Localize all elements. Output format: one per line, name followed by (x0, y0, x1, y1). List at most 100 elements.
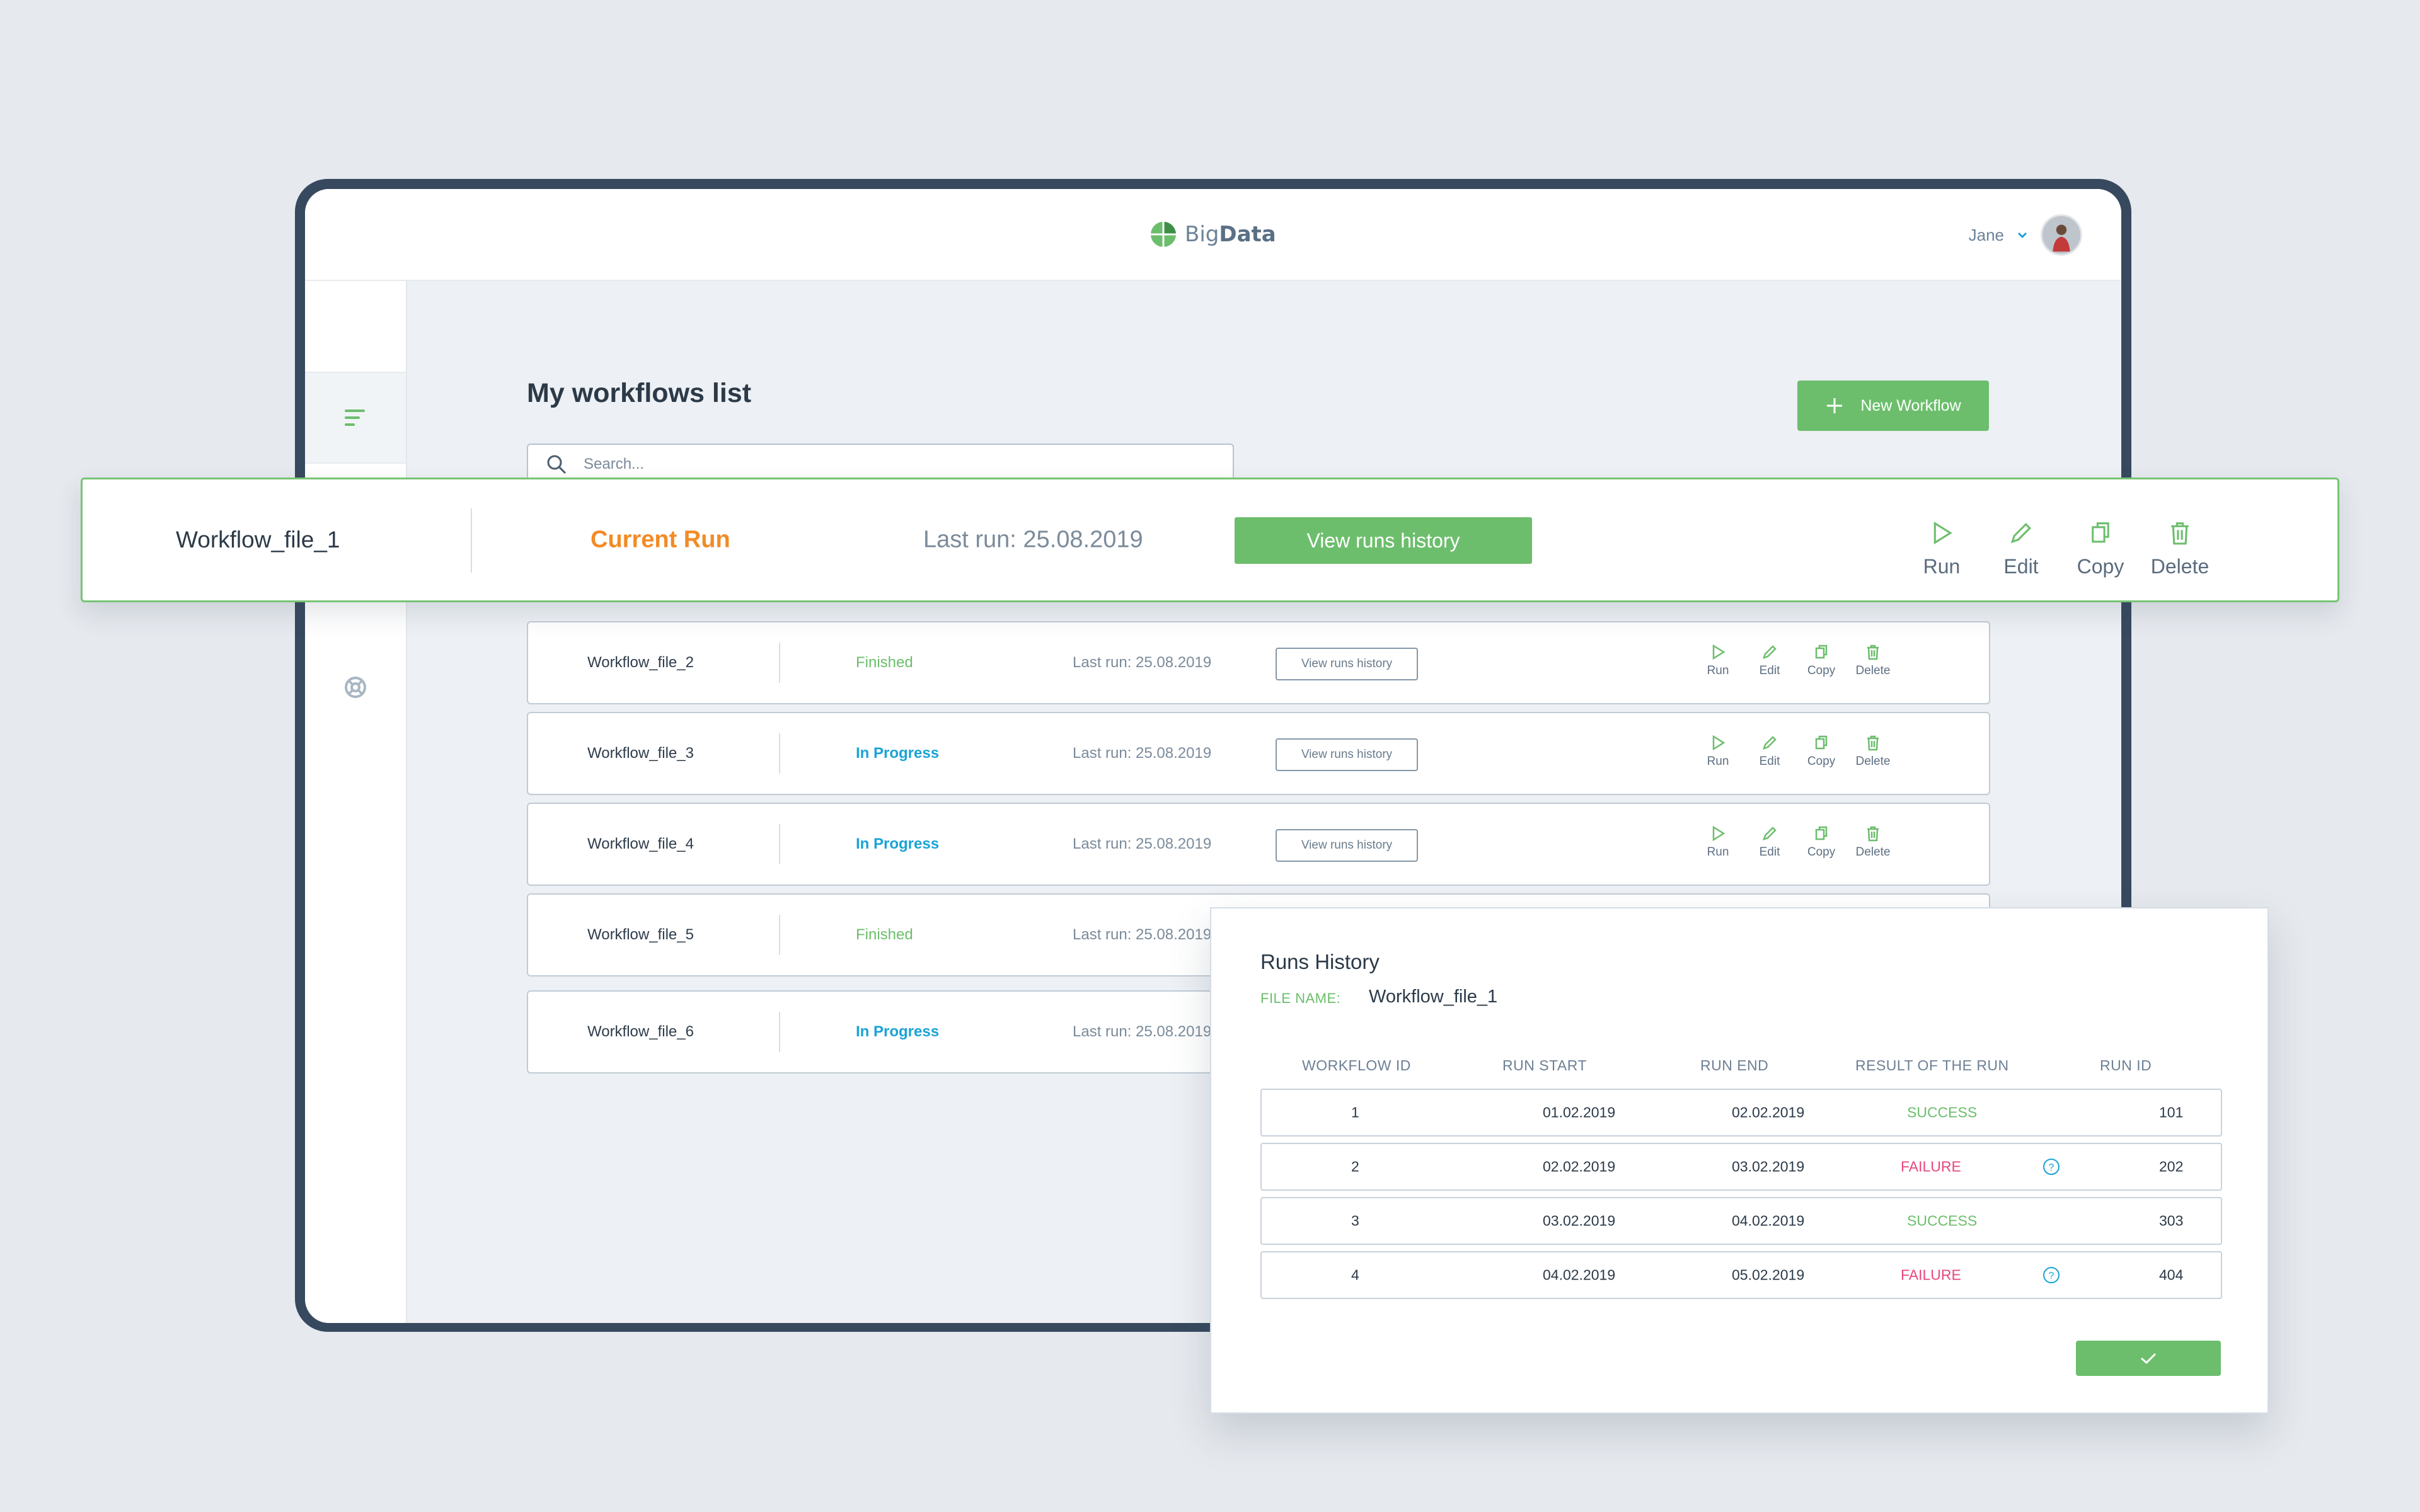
workflow-name: Workflow_file_2 (587, 654, 694, 671)
delete-button[interactable]: Delete (1854, 733, 1892, 769)
edit-label: Edit (2003, 555, 2039, 578)
workflow-last-run: Last run: 25.08.2019 (923, 526, 1143, 553)
edit-button[interactable]: Edit (1751, 824, 1789, 859)
result-cell: SUCCESS (1907, 1104, 1978, 1121)
row-divider (779, 824, 780, 864)
workflow-status: In Progress (856, 745, 940, 762)
play-icon (1712, 644, 1726, 660)
edit-button[interactable]: Edit (1751, 733, 1789, 769)
logo[interactable]: BigData (1150, 220, 1276, 248)
play-icon (1933, 521, 1952, 545)
run-end-cell: 05.02.2019 (1732, 1266, 1805, 1283)
view-runs-history-button[interactable]: View runs history (1276, 738, 1418, 771)
run-button[interactable]: Run (1699, 733, 1737, 769)
table-row[interactable]: 4 04.02.2019 05.02.2019 FAILURE ? 404 (1260, 1251, 2222, 1299)
view-runs-history-button[interactable]: View runs history (1276, 648, 1418, 680)
run-button[interactable]: Run (1699, 643, 1737, 678)
logo-text-light: Big (1185, 222, 1219, 247)
run-start-cell: 02.02.2019 (1543, 1158, 1616, 1175)
delete-label: Delete (1855, 845, 1891, 859)
pencil-icon (1763, 827, 1777, 840)
trash-icon (1867, 644, 1879, 660)
edit-button[interactable]: Edit (1990, 518, 2053, 578)
copy-label: Copy (2077, 555, 2124, 578)
view-runs-history-button[interactable]: View runs history (1276, 829, 1418, 862)
table-row[interactable]: 1 01.02.2019 02.02.2019 SUCCESS 101 (1260, 1089, 2222, 1137)
delete-label: Delete (1855, 755, 1891, 768)
chevron-down-icon (2017, 232, 2027, 239)
column-header: WORKFLOW ID (1302, 1057, 1411, 1074)
help-icon[interactable]: ? (2042, 1266, 2061, 1285)
delete-button[interactable]: Delete (1854, 643, 1892, 678)
trash-icon (2171, 522, 2189, 545)
lifebuoy-icon (345, 677, 366, 698)
copy-button[interactable]: Copy (1802, 643, 1840, 678)
copy-icon (1815, 644, 1828, 659)
current-run-row[interactable]: Workflow_file_1 Current Run Last run: 25… (81, 478, 2339, 602)
runs-history-modal: Runs History FILE NAME: Workflow_file_1 … (1210, 907, 2269, 1414)
avatar[interactable] (2041, 214, 2082, 256)
confirm-button[interactable] (2076, 1341, 2221, 1376)
copy-label: Copy (1807, 845, 1836, 859)
edit-label: Edit (1759, 845, 1780, 859)
sidebar-item-support[interactable] (305, 641, 406, 733)
row-divider (779, 915, 780, 955)
copy-icon (1815, 826, 1828, 840)
row-divider (779, 733, 780, 774)
file-name-label: FILE NAME: (1260, 990, 1341, 1006)
delete-button[interactable]: Delete (2148, 518, 2211, 578)
copy-button[interactable]: Copy (1802, 733, 1840, 769)
run-button[interactable]: Run (1910, 518, 1973, 578)
user-name: Jane (1968, 225, 2004, 244)
workflow-status: In Progress (856, 1023, 940, 1040)
copy-button[interactable]: Copy (2069, 518, 2132, 578)
run-end-cell: 04.02.2019 (1732, 1212, 1805, 1229)
run-label: Run (1707, 845, 1729, 859)
result-cell: FAILURE (1901, 1266, 1961, 1283)
svg-text:?: ? (2049, 1271, 2054, 1281)
column-header: RUN ID (2100, 1057, 2152, 1074)
run-start-cell: 03.02.2019 (1543, 1212, 1616, 1229)
copy-button[interactable]: Copy (1802, 824, 1840, 859)
workflow-name: Workflow_file_3 (587, 745, 694, 762)
row-actions: Run Edit Copy Delete (1910, 518, 2211, 578)
row-divider (779, 643, 780, 683)
workflow-row[interactable]: Workflow_file_2 Finished Last run: 25.08… (527, 621, 1990, 704)
workflow-status: Finished (856, 654, 913, 671)
table-row[interactable]: 3 03.02.2019 04.02.2019 SUCCESS 303 (1260, 1197, 2222, 1245)
top-bar: BigData Jane (305, 189, 2121, 281)
workflow-id-cell: 1 (1351, 1104, 1359, 1121)
check-icon (2141, 1353, 2157, 1365)
workflow-row[interactable]: Workflow_file_3 In Progress Last run: 25… (527, 712, 1990, 795)
help-icon[interactable]: ? (2042, 1157, 2061, 1176)
run-label: Run (1707, 755, 1729, 768)
logo-text-bold: Data (1219, 222, 1276, 247)
workflow-status: In Progress (856, 835, 940, 852)
workflow-last-run: Last run: 25.08.2019 (1073, 835, 1212, 852)
search-input[interactable] (584, 455, 1151, 473)
workflow-name: Workflow_file_5 (587, 926, 694, 943)
run-label: Run (1707, 664, 1729, 677)
result-cell: SUCCESS (1907, 1212, 1978, 1229)
workflow-last-run: Last run: 25.08.2019 (1073, 926, 1212, 943)
copy-icon (1815, 735, 1828, 750)
user-menu[interactable]: Jane (1969, 214, 2082, 256)
edit-button[interactable]: Edit (1751, 643, 1789, 678)
copy-label: Copy (1807, 664, 1836, 677)
workflow-status: Current Run (591, 526, 730, 553)
new-workflow-button[interactable]: New Workflow (1797, 381, 1989, 431)
run-button[interactable]: Run (1699, 824, 1737, 859)
list-icon (345, 410, 365, 426)
plus-icon (1827, 398, 1843, 413)
trash-icon (1867, 735, 1879, 751)
workflow-row[interactable]: Workflow_file_4 In Progress Last run: 25… (527, 803, 1990, 886)
row-actions: Run Edit Copy Delete (1699, 824, 1892, 859)
sidebar-item-workflows[interactable] (305, 372, 406, 464)
view-runs-history-button[interactable]: View runs history (1235, 517, 1532, 564)
table-row[interactable]: 2 02.02.2019 03.02.2019 FAILURE ? 202 (1260, 1143, 2222, 1191)
delete-button[interactable]: Delete (1854, 824, 1892, 859)
row-divider (779, 1012, 780, 1052)
workflow-last-run: Last run: 25.08.2019 (1073, 745, 1212, 762)
row-actions: Run Edit Copy Delete (1699, 733, 1892, 769)
run-end-cell: 03.02.2019 (1732, 1158, 1805, 1175)
